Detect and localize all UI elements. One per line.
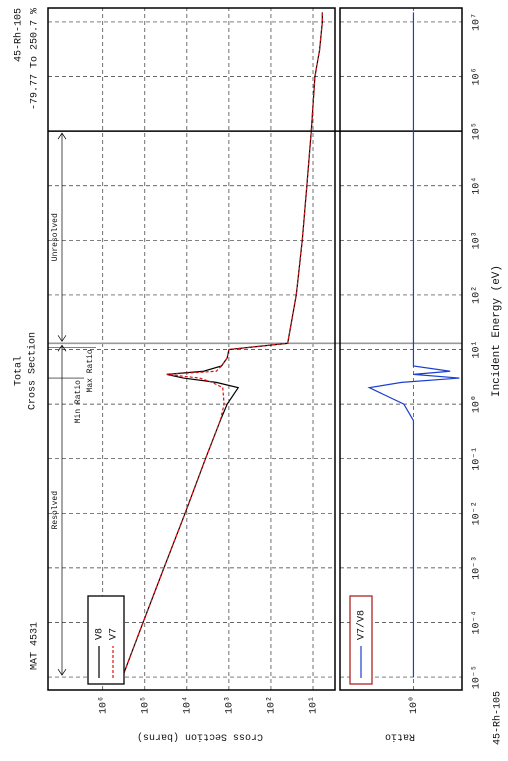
series-line [367,12,460,678]
legend-label: V7 [109,628,120,640]
y2-tick-label: 10⁰ [408,696,420,714]
x-tick-label: 10⁻² [472,501,483,525]
legend-box [349,595,373,685]
x-tick-label: 10⁶ [472,68,483,86]
x-tick-label: 10⁻⁵ [472,665,483,689]
arrow-head [57,132,67,140]
footer: 45-Rh-105 [492,691,504,745]
plot-area: MAT 4531 Total Cross Section 45-Rh-105 -79.7… [13,7,504,745]
y-tick-label: 10³ [225,696,236,714]
x-tick-label: 10² [472,286,483,304]
chart-title: Total [13,356,25,386]
x-axis-label: Incident Energy (eV) [491,265,503,397]
x-tick-label: 10⁵ [472,122,483,140]
x-tick-label: 10⁻⁴ [471,610,483,634]
marker-label: Min Ratio [74,380,83,423]
frame [47,7,336,691]
y-tick-label: 10⁵ [140,696,151,714]
y-tick-label: 10⁶ [98,696,109,714]
x-tick-label: 10⁴ [471,177,483,195]
series-line [121,12,323,678]
y-tick-label: 10¹ [309,696,320,714]
range-note: -79.77 To 250.7 % [30,8,41,110]
region-label: Unresolved [51,213,60,261]
x-tick-label: 10⁷ [472,13,483,31]
frame [339,7,463,691]
y-axis-label: Cross Section (barns) [137,730,263,742]
arrow-head [57,344,67,352]
series-line [121,12,323,678]
x-tick-label: 10³ [472,231,483,249]
chart-subtitle: Cross Section [27,332,39,410]
legend-label: V8 [95,628,106,640]
x-tick-label: 10¹ [472,341,483,359]
arrow-head [57,668,67,676]
x-tick-label: 10⁰ [471,395,483,413]
y-tick-label: 10² [267,696,278,714]
region-label: Resolved [51,491,60,530]
x-tick-label: 10⁻³ [472,556,483,580]
legend-label: V7/V8 [356,610,368,640]
y2-axis-label: Ratio [385,730,415,742]
y-tick-label: 10⁴ [181,696,193,714]
header-right: 45-Rh-105 [13,8,25,62]
arrow-head [57,335,67,342]
x-tick-label: 10⁻¹ [472,447,483,471]
legend-box [87,595,125,685]
marker-label: Max Ratio [86,349,95,392]
header-left: MAT 4531 [30,622,41,670]
